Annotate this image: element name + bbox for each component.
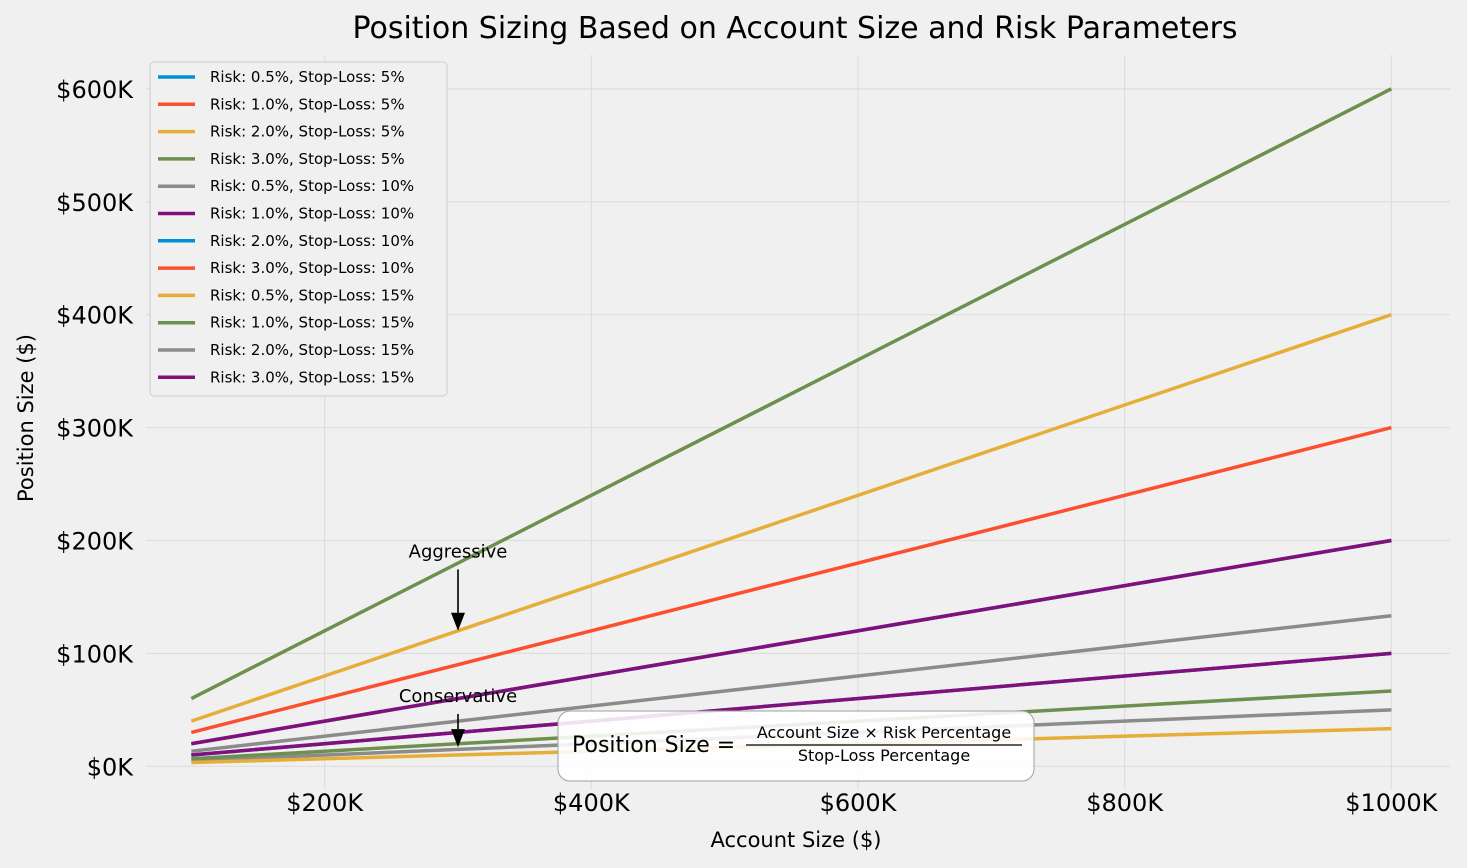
annotations: Aggressive Conservative (399, 541, 517, 748)
grid (146, 55, 1450, 790)
annotation-arrow-head (451, 612, 465, 631)
y-tick-label: $600K (56, 76, 134, 104)
x-tick-label: $600K (820, 789, 898, 817)
annotation-label: Conservative (399, 686, 517, 707)
formula-frame (557, 710, 1035, 782)
series-line (190, 87, 1393, 701)
legend-label: Risk: 0.5%, Stop-Loss: 15% (210, 286, 414, 304)
legend-label: Risk: 1.0%, Stop-Loss: 5% (210, 95, 405, 113)
x-axis-label: Account Size ($) (711, 828, 882, 852)
legend-label: Risk: 3.0%, Stop-Loss: 5% (210, 150, 405, 168)
y-axis-label: Position Size ($) (14, 334, 38, 502)
series-line (191, 538, 1392, 746)
chart-title: Position Sizing Based on Account Size an… (352, 11, 1237, 46)
legend-label: Risk: 0.5%, Stop-Loss: 10% (210, 177, 414, 195)
x-tick-label: $800K (1086, 789, 1164, 817)
y-tick-label: $500K (56, 189, 134, 217)
series-line (191, 651, 1392, 757)
annotation-arrow-head (451, 729, 465, 748)
legend-label: Risk: 1.0%, Stop-Loss: 10% (210, 205, 414, 223)
x-axis: $200K $400K $600K $800K $1000K (286, 789, 1438, 817)
legend-label: Risk: 2.0%, Stop-Loss: 15% (210, 341, 414, 359)
legend-frame (149, 61, 448, 397)
y-tick-label: $200K (56, 527, 134, 555)
series-line (191, 614, 1392, 753)
legend: Risk: 0.5%, Stop-Loss: 5% Risk: 1.0%, Sto… (149, 61, 448, 397)
y-axis: $0K $100K $200K $300K $400K $500K $600K (56, 76, 134, 781)
series-line (190, 313, 1392, 723)
formula-lhs: Position Size = (572, 733, 735, 758)
legend-label: Risk: 0.5%, Stop-Loss: 5% (210, 68, 405, 86)
legend-label: Risk: 1.0%, Stop-Loss: 15% (210, 314, 414, 332)
y-tick-label: $100K (56, 640, 134, 668)
legend-label: Risk: 2.0%, Stop-Loss: 5% (210, 123, 405, 141)
x-tick-label: $400K (553, 789, 631, 817)
formula-box: Position Size = Account Size × Risk Perc… (557, 710, 1035, 782)
legend-label: Risk: 3.0%, Stop-Loss: 15% (210, 368, 414, 386)
annotation-label: Aggressive (409, 541, 508, 562)
x-tick-label: $200K (286, 789, 364, 817)
legend-label: Risk: 3.0%, Stop-Loss: 10% (210, 259, 414, 277)
y-tick-label: $0K (87, 753, 135, 781)
formula-numerator: Account Size × Risk Percentage (757, 723, 1011, 742)
x-tick-label: $1000K (1345, 789, 1438, 817)
formula-denominator: Stop-Loss Percentage (798, 746, 970, 765)
legend-label: Risk: 2.0%, Stop-Loss: 10% (210, 232, 414, 250)
y-tick-label: $300K (56, 415, 134, 443)
y-tick-label: $400K (56, 302, 134, 330)
series-line (190, 425, 1392, 735)
